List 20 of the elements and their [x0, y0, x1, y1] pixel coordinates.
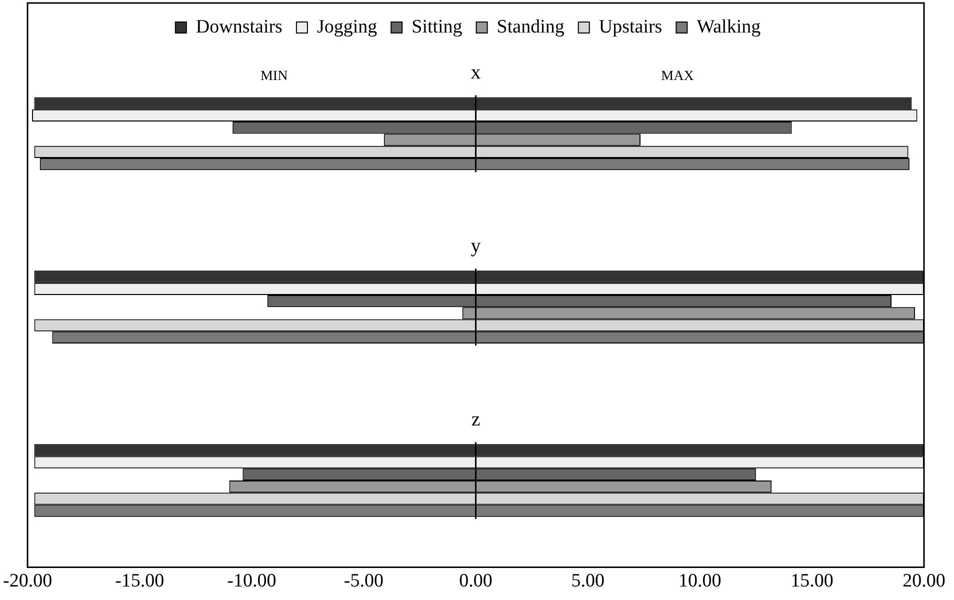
legend-label: Walking: [696, 16, 762, 38]
x-tick-label: 0.00: [459, 570, 492, 592]
legend-label: Upstairs: [598, 16, 662, 38]
x-tick-label: -20.00: [3, 570, 52, 592]
x-tick-label: 15.00: [790, 570, 834, 592]
y-tick-label: y: [470, 234, 481, 257]
x-tick-label: 5.00: [571, 570, 604, 592]
x-tick-label: 10.00: [678, 570, 722, 592]
x-tick-label: -15.00: [115, 570, 164, 592]
annotation: MIN: [260, 68, 288, 84]
x-tick-label: -10.00: [227, 570, 276, 592]
x-tick-label: -5.00: [344, 570, 384, 592]
y-tick-label: z: [471, 408, 480, 430]
annotation: MAX: [661, 68, 694, 84]
x-tick-label: 20.00: [902, 570, 946, 592]
legend-label: Sitting: [412, 16, 463, 38]
legend-label: Standing: [496, 16, 565, 38]
legend-label: Jogging: [316, 16, 378, 38]
y-tick-label: x: [470, 62, 481, 84]
legend-label: Downstairs: [196, 16, 282, 38]
